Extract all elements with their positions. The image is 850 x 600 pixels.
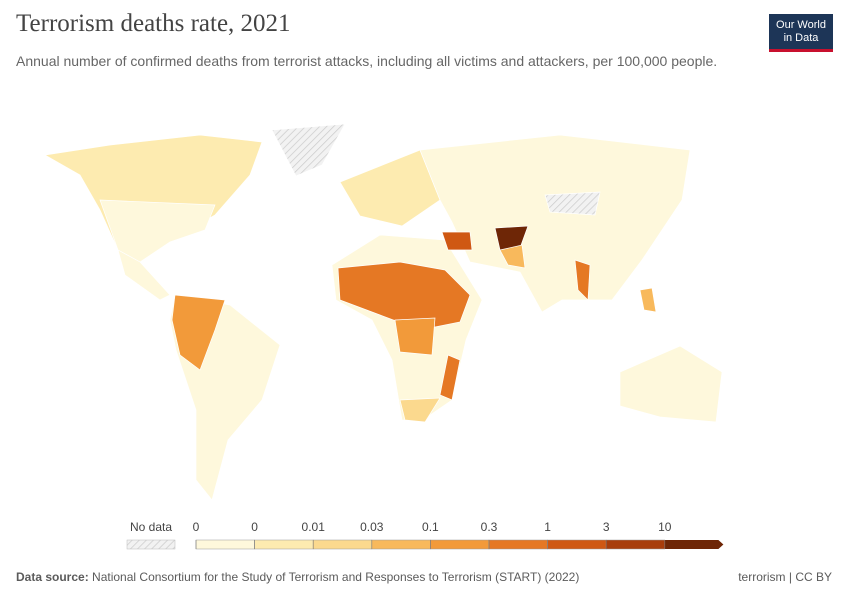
mozambique — [439, 354, 461, 401]
iraq-syria — [441, 231, 473, 251]
colombia-peru — [171, 294, 226, 371]
usa — [99, 199, 216, 263]
asia — [419, 134, 691, 313]
philippines — [639, 287, 657, 313]
legend-tick-label: 0 — [251, 520, 258, 534]
source-text: National Consortium for the Study of Ter… — [92, 570, 580, 584]
legend-tick-label: 1 — [544, 520, 551, 534]
greenland — [271, 123, 346, 177]
legend-swatch — [195, 539, 255, 550]
source-label: Data source: — [16, 570, 89, 584]
legend-swatch — [605, 539, 666, 550]
central-africa — [394, 317, 436, 356]
title: Terrorism deaths rate, 2021 — [16, 10, 291, 37]
legend-swatch — [430, 539, 490, 550]
source: Data source: National Consortium for the… — [16, 570, 579, 584]
legend-no-data-label: No data — [130, 520, 172, 534]
mongolia — [544, 191, 601, 216]
legend-tick-label: 3 — [603, 520, 610, 534]
legend-tick-label: 0.01 — [302, 520, 326, 534]
europe — [339, 149, 441, 227]
legend-tick-label: 0.3 — [481, 520, 498, 534]
world — [43, 123, 723, 501]
legend-swatch — [254, 539, 314, 550]
south-africa — [399, 397, 441, 423]
legend-tick-label: 0 — [193, 520, 200, 534]
central-america — [117, 249, 171, 301]
map: No data 0 0 0.01 0.03 0.1 0.3 1 3 10 — [43, 123, 724, 550]
legend-swatch — [547, 539, 607, 550]
australia — [619, 345, 723, 423]
sahel — [337, 261, 471, 331]
subtitle: Annual number of confirmed deaths from t… — [16, 53, 718, 69]
legend-tick-label: 0.1 — [422, 520, 439, 534]
pakistan — [499, 244, 526, 269]
legend-swatch — [488, 539, 548, 550]
legend-swatch — [371, 539, 431, 550]
legend-swatch — [312, 539, 373, 550]
logo-line: Our World — [776, 19, 826, 31]
legend-tick-label: 10 — [658, 520, 672, 534]
legend-no-data-swatch — [126, 539, 176, 550]
logo-line: in Data — [783, 32, 819, 44]
legend-swatch — [664, 540, 724, 549]
footer-right[interactable]: terrorism | CC BY — [738, 570, 832, 584]
myanmar — [574, 259, 591, 301]
logo[interactable]: Our World in Data — [769, 14, 833, 52]
legend-tick-label: 0.03 — [360, 520, 384, 534]
